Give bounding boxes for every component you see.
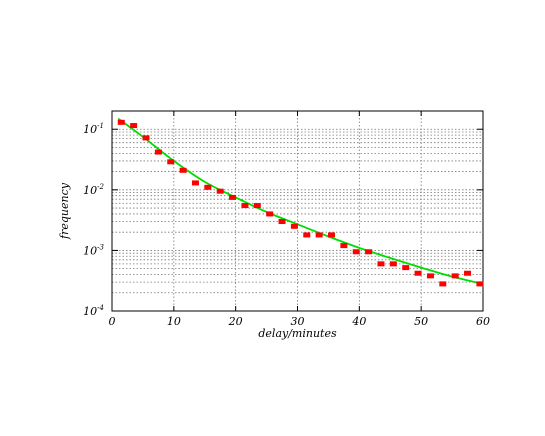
data-point (154, 149, 162, 155)
x-tick-label: 10 (167, 315, 181, 328)
data-point (464, 270, 472, 276)
x-tick-label: 50 (414, 315, 428, 328)
data-point (253, 203, 261, 209)
x-tick-label: 20 (228, 315, 243, 328)
data-point (365, 249, 373, 255)
plot-frame (111, 110, 484, 312)
data-point (315, 232, 323, 238)
data-point (204, 184, 212, 190)
data-point (191, 180, 199, 186)
data-point (167, 159, 175, 165)
data-point (451, 273, 459, 279)
data-point (216, 188, 224, 194)
data-point (389, 261, 397, 267)
data-point (476, 281, 484, 287)
y-tick-labels: 10-1 10-2 10-3 10-4 (83, 122, 104, 318)
x-axis-title: delay/minutes (258, 327, 337, 340)
data-point (303, 232, 311, 238)
data-point (130, 123, 138, 129)
data-point (266, 211, 274, 217)
x-tick-label: 30 (291, 315, 305, 328)
x-tick-label: 40 (351, 315, 366, 328)
data-point (340, 243, 348, 249)
data-point (179, 167, 187, 173)
y-tick-label: 10-2 (83, 183, 104, 197)
data-points (117, 119, 484, 287)
grid (112, 110, 483, 311)
data-point (290, 223, 298, 229)
data-point (439, 281, 447, 287)
data-point (402, 265, 410, 271)
data-point (352, 249, 360, 255)
y-tick-label: 10-1 (83, 122, 104, 136)
fit-curve-layer (117, 117, 484, 285)
data-point (377, 261, 385, 267)
axis-ticks (111, 111, 484, 312)
data-point (229, 194, 237, 200)
x-tick-label: 60 (476, 315, 490, 328)
data-point (241, 203, 249, 209)
data-point (278, 219, 286, 225)
y-tick-label: 10-4 (83, 304, 104, 318)
data-point (426, 273, 434, 279)
data-point (414, 270, 422, 276)
fit-curve (117, 117, 484, 285)
x-tick-label: 0 (109, 315, 116, 328)
data-point (117, 119, 125, 125)
x-tick-labels: 0 10 20 30 40 50 60 (109, 315, 491, 328)
data-point (142, 135, 150, 141)
y-axis-title: frequency (58, 182, 71, 240)
data-point (328, 232, 336, 238)
y-tick-label: 10-3 (83, 243, 104, 257)
